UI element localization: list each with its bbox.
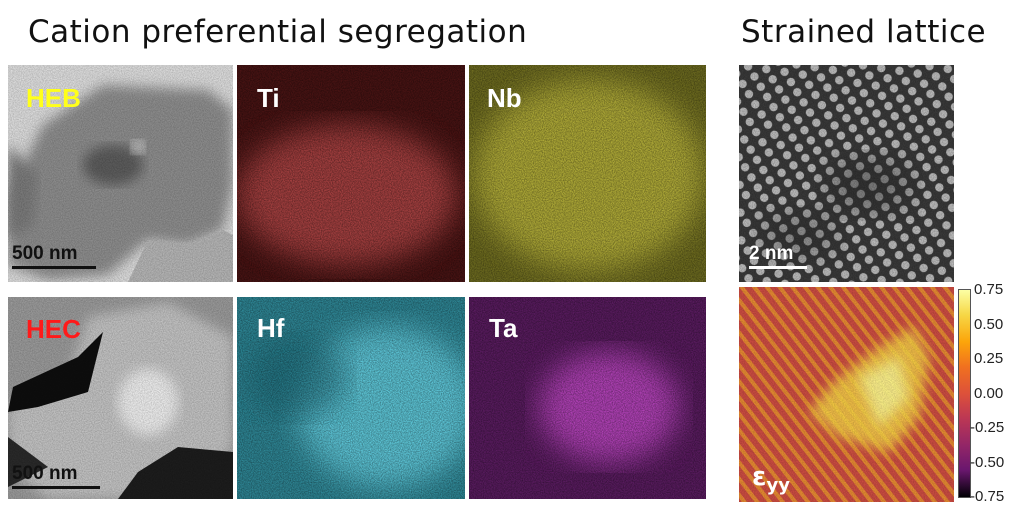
hf-label: Hf <box>257 313 285 343</box>
strain-symbol-subscript: yy <box>766 475 790 497</box>
colorbar-tick-label: -0.50 <box>970 453 1005 471</box>
colorbar-tick-label: -0.75 <box>970 488 1005 505</box>
strain-colorbar <box>958 289 971 498</box>
strain-symbol: εyy <box>752 462 790 496</box>
hf-elemental-map: Hf <box>237 297 465 499</box>
lattice-scale-label: 2 nm <box>749 243 794 264</box>
heb-scale-line <box>12 266 96 269</box>
segregation-heading: Cation preferential segregation <box>28 14 528 50</box>
nb-label: Nb <box>487 83 522 113</box>
nb-elemental-map: Nb <box>469 65 706 282</box>
hec-scale-bar: 500 nm <box>12 463 100 489</box>
strain-symbol-epsilon: ε <box>752 462 767 492</box>
hec-label: HEC <box>26 314 81 344</box>
heb-scale-label: 500 nm <box>12 243 78 264</box>
ti-elemental-map: Ti <box>237 65 465 282</box>
colorbar-tick-label: -0.25 <box>970 419 1005 436</box>
colorbar-tick-label: 0.75 <box>974 281 1004 298</box>
colorbar-tick-label: 0.00 <box>974 384 1004 402</box>
hec-stem-image: HEC 500 nm <box>8 297 233 499</box>
colorbar-tick-label: 0.25 <box>974 350 1004 367</box>
colorbar-tick-label: 0.50 <box>974 315 1004 333</box>
lattice-scale-line <box>749 266 807 269</box>
lattice-scale-bar: 2 nm <box>749 243 807 269</box>
hec-scale-label: 500 nm <box>12 463 78 484</box>
ta-elemental-map: Ta <box>469 297 706 499</box>
lattice-hrtem-image: 2 nm <box>739 65 954 282</box>
ta-label: Ta <box>489 313 518 343</box>
heb-label: HEB <box>26 83 81 113</box>
heb-scale-bar: 500 nm <box>12 243 96 269</box>
ti-label: Ti <box>257 83 280 113</box>
strained-lattice-heading: Strained lattice <box>741 14 987 50</box>
strain-eyy-map <box>739 287 954 502</box>
hec-scale-line <box>12 486 100 489</box>
heb-stem-image: HEB 500 nm <box>8 65 233 282</box>
